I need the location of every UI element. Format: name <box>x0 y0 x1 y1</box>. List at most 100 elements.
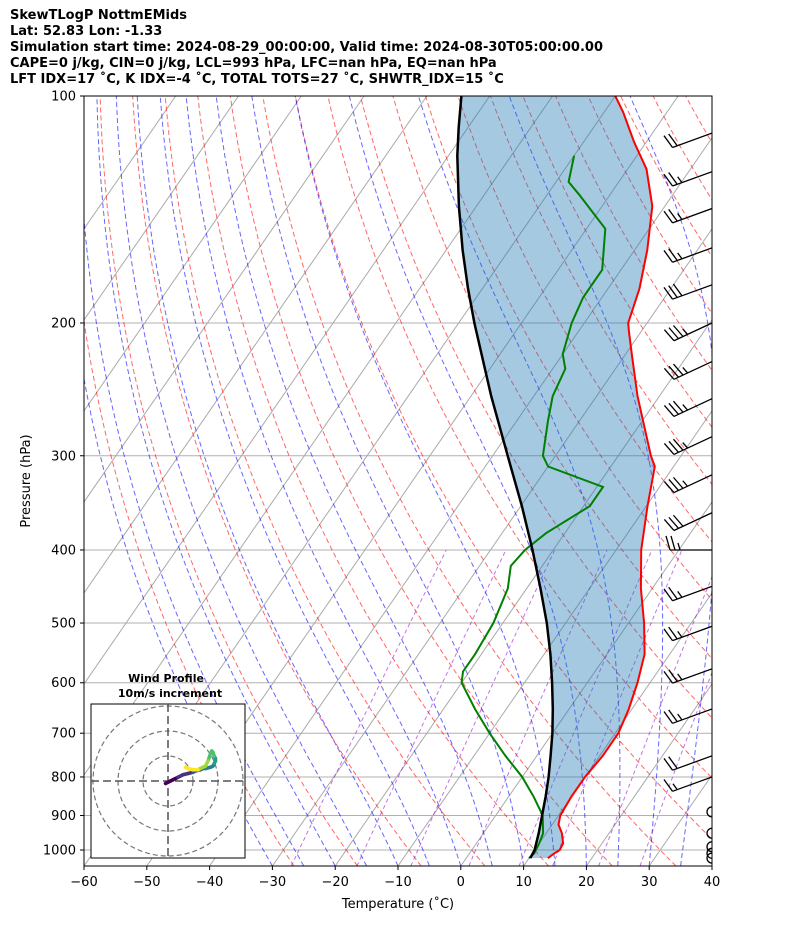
wind-barb <box>663 776 712 792</box>
mixing-ratio-line <box>410 549 556 866</box>
wind-barb <box>663 668 712 684</box>
mixing-ratio-line <box>598 575 712 866</box>
wind-barb <box>663 436 712 455</box>
dry-adiabat-line <box>84 318 295 866</box>
inset-subtitle: 10m/s increment <box>118 687 222 700</box>
moist-adiabat-line <box>294 96 556 866</box>
x-tick-label: 0 <box>457 875 465 890</box>
moist-adiabat-line <box>185 96 462 866</box>
dry-adiabat-line <box>490 96 712 486</box>
time-line: Simulation start time: 2024-08-29_00:00:… <box>10 40 603 55</box>
dry-adiabat-line <box>359 96 712 719</box>
x-tick-label: 40 <box>704 875 721 890</box>
wind-barb <box>663 474 712 494</box>
dry-adiabat-line <box>327 96 712 779</box>
moist-adiabat-line <box>215 96 493 866</box>
hodograph-segment <box>183 765 190 771</box>
x-tick-label: −20 <box>321 875 348 890</box>
isotherm-line <box>84 96 302 412</box>
x-tick-label: 10 <box>515 875 532 890</box>
moist-adiabat-line <box>159 96 430 866</box>
dewpoint-profile-line <box>460 155 607 859</box>
y-tick-label: 200 <box>51 316 76 331</box>
calm-wind-circle <box>706 847 712 859</box>
dry-adiabat-line <box>718 96 794 866</box>
isotherm-line <box>209 137 712 866</box>
mixing-ratio-line <box>518 549 653 866</box>
wind-barb <box>663 322 712 342</box>
wind-barb <box>663 360 712 380</box>
dry-adiabat-line <box>652 96 712 201</box>
dry-adiabat-line <box>294 96 712 840</box>
isotherm-line <box>84 96 177 230</box>
temperature-profile-line <box>547 96 656 859</box>
wind-barb <box>663 625 712 642</box>
wind-profile-inset: Wind Profile 10m/s increment <box>90 672 246 859</box>
dry-adiabat-line <box>99 96 358 866</box>
y-tick-label: 1000 <box>43 844 76 859</box>
x-tick-label: −60 <box>70 875 97 890</box>
dry-adiabat-line <box>229 96 613 866</box>
wind-barb <box>665 535 712 551</box>
isotherm-line <box>460 501 712 866</box>
wind-barb <box>663 755 712 771</box>
y-tick-label: 100 <box>51 90 76 105</box>
moist-adiabat-line <box>115 96 368 866</box>
wind-barb <box>663 512 712 532</box>
y-tick-label: 300 <box>51 449 76 464</box>
mixing-ratio-line <box>552 549 683 866</box>
parcel-profile-line <box>456 96 555 859</box>
isotherm-line <box>84 96 365 503</box>
dry-adiabat-line <box>522 96 712 428</box>
wind-barb <box>663 398 712 418</box>
mixing-ratio-line <box>468 549 608 866</box>
wind-barb <box>663 171 712 187</box>
y-tick-label: 400 <box>51 543 76 558</box>
wind-barb <box>663 283 712 300</box>
isotherm-line <box>84 96 428 594</box>
isotherm-line <box>271 228 712 866</box>
dry-adiabat-line <box>457 96 712 543</box>
y-axis-label: Pressure (hPa) <box>19 434 34 527</box>
index-line: LFT IDX=17 ˚C, K IDX=-4 ˚C, TOTAL TOTS=2… <box>10 72 504 87</box>
calm-wind-circle <box>706 806 712 818</box>
wind-barb <box>663 132 712 149</box>
inset-title: Wind Profile <box>128 672 204 685</box>
mixing-ratio-line <box>356 549 507 866</box>
dry-adiabat-line <box>197 96 549 866</box>
moist-adiabat-line <box>711 862 712 866</box>
wind-barb <box>663 585 712 602</box>
moist-adiabat-line <box>84 375 273 866</box>
x-tick-label: −50 <box>133 875 160 890</box>
moist-adiabat-line <box>84 213 305 866</box>
calm-wind-circle <box>706 852 712 864</box>
mixing-ratio-line <box>290 549 447 866</box>
x-tick-label: 20 <box>578 875 595 890</box>
wind-barb <box>663 708 712 724</box>
chart-title: SkewTLogP NottmEMids <box>10 8 188 23</box>
location-line: Lat: 52.83 Lon: -1.33 <box>10 24 163 39</box>
stability-line: CAPE=0 j/kg, CIN=0 j/kg, LCL=993 hPa, LF… <box>10 56 497 71</box>
isotherm-line <box>711 865 712 866</box>
dry-adiabat-line <box>783 96 794 866</box>
chart-header: SkewTLogP NottmEMids Lat: 52.83 Lon: -1.… <box>10 8 603 88</box>
y-tick-label: 500 <box>51 617 76 632</box>
isotherm-line <box>84 96 491 685</box>
moist-adiabat-line <box>348 96 587 866</box>
calm-wind-circle <box>706 827 712 839</box>
x-tick-label: −40 <box>196 875 223 890</box>
moist-adiabat-line <box>251 96 525 866</box>
y-tick-label: 900 <box>51 809 76 824</box>
y-tick-label: 800 <box>51 770 76 785</box>
x-tick-label: 30 <box>641 875 658 890</box>
isotherm-line <box>585 683 712 866</box>
wind-barb <box>663 207 712 224</box>
x-tick-label: −30 <box>259 875 286 890</box>
calm-wind-circle <box>706 841 712 853</box>
wind-barb <box>663 247 712 263</box>
y-tick-label: 600 <box>51 676 76 691</box>
isotherm-line <box>523 592 712 866</box>
y-tick-label: 700 <box>51 727 76 742</box>
isotherm-line <box>775 96 794 866</box>
